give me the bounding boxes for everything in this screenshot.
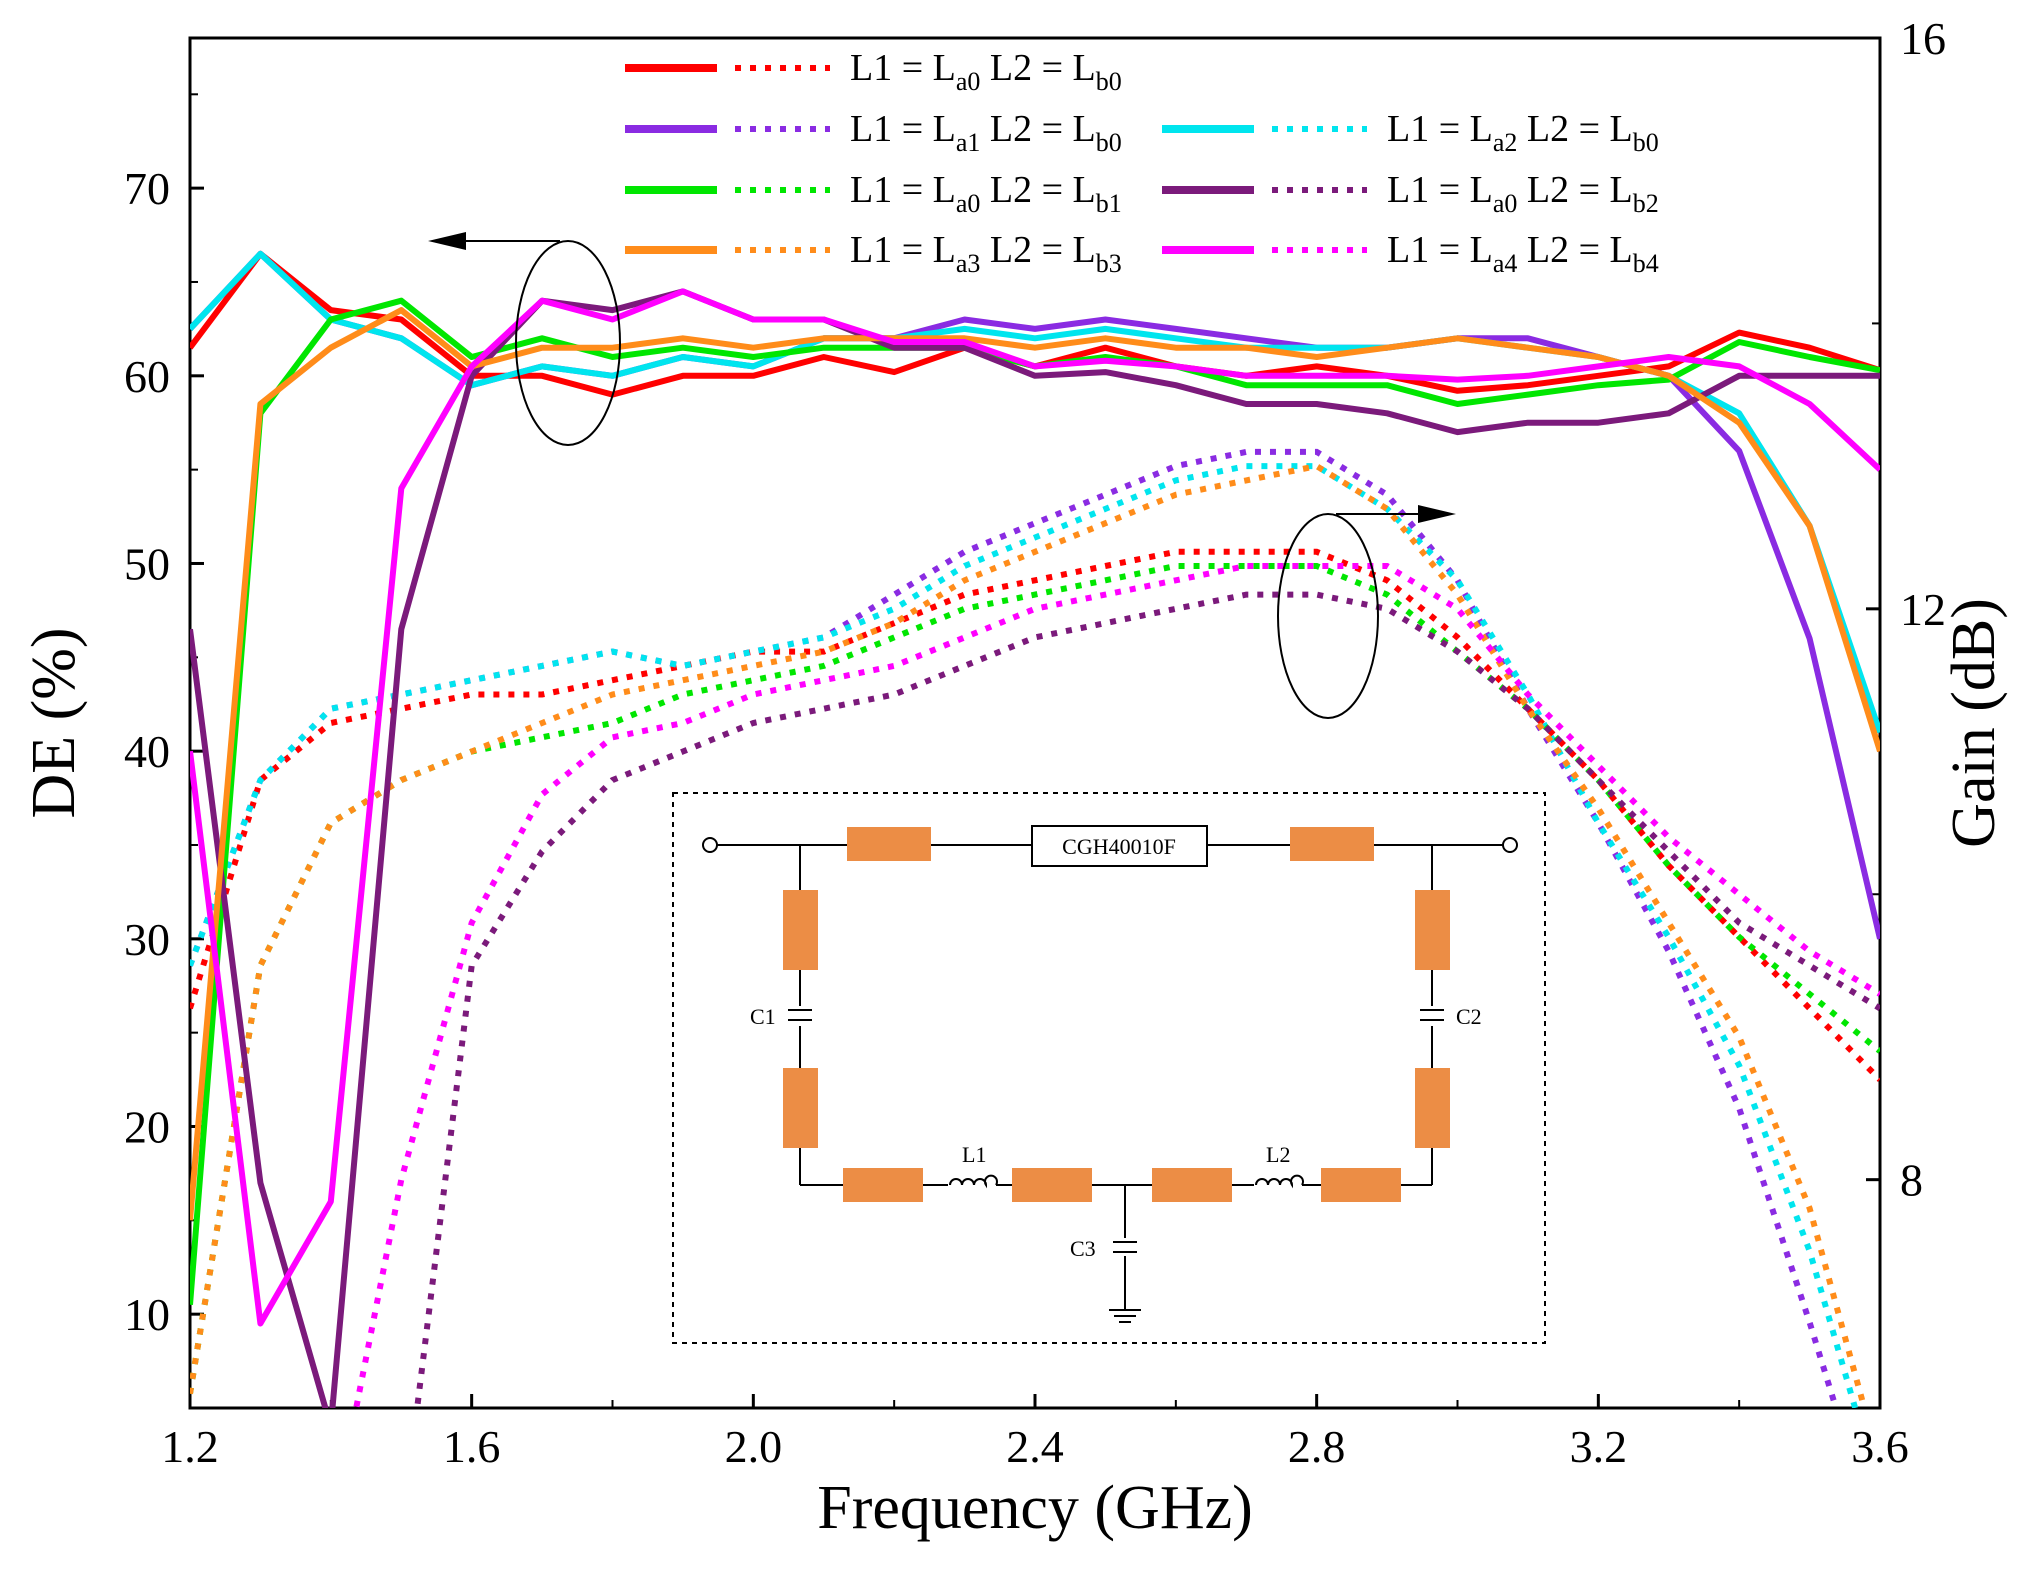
y-axis-title: DE (%): [20, 627, 88, 818]
gain-series-line: [190, 462, 1868, 1408]
transmission-line: [783, 1068, 818, 1148]
de-series-group: [190, 250, 1880, 1408]
legend-item: L1 = La0 L2 = Lb0: [625, 47, 1122, 96]
legend-item: L1 = La0 L2 = Lb2: [1162, 169, 1659, 218]
transistor-box: [1031, 825, 1208, 867]
output-port: [1502, 837, 1518, 853]
circuit-inset: CGH40010F C1 C2 L1 L2 C3: [672, 792, 1546, 1344]
de-annotation: [428, 232, 621, 446]
capacitor-c3: [1112, 1238, 1138, 1256]
gain-series-line: [190, 548, 1880, 1082]
c3-label: C3: [1070, 1236, 1096, 1261]
y-tick-label: 40: [124, 726, 170, 777]
de-series-line: [190, 288, 1880, 1408]
transmission-line: [847, 827, 931, 861]
transmission-line: [843, 1168, 923, 1202]
legend-label: L1 = La0 L2 = Lb2: [1387, 169, 1659, 218]
y2-tick-label: 16: [1900, 13, 1946, 64]
c2-label: C2: [1456, 1004, 1482, 1029]
x-tick-label: 2.8: [1288, 1421, 1346, 1472]
y2-axis-title: Gain (dB): [1940, 598, 2008, 848]
y2-tick-label: 8: [1900, 1155, 1923, 1206]
x-axis-title: Frequency (GHz): [817, 1474, 1253, 1542]
gain-arrow-head: [1418, 505, 1456, 523]
y-tick-label: 30: [124, 914, 170, 965]
gain-series-line: [190, 463, 1859, 1408]
legend-label: L1 = La2 L2 = Lb0: [1387, 108, 1659, 157]
input-port: [702, 837, 718, 853]
y-tick-label: 60: [124, 351, 170, 402]
transmission-line: [1152, 1168, 1232, 1202]
x-tick-label: 1.6: [443, 1421, 501, 1472]
legend-label: L1 = La3 L2 = Lb3: [850, 229, 1122, 278]
gain-series-line: [353, 563, 1880, 1408]
transmission-line: [1012, 1168, 1092, 1202]
y-axis-right: 8 12 16: [1866, 13, 1946, 1206]
gain-ellipse: [1277, 513, 1379, 719]
de-ellipse: [515, 240, 621, 446]
x-tick-label: 2.4: [1006, 1421, 1064, 1472]
legend-label: L1 = La0 L2 = Lb0: [850, 47, 1122, 96]
legend: L1 = La0 L2 = Lb0 L1 = La1 L2 = Lb0 L1 = L…: [625, 47, 1659, 278]
y-tick-label: 10: [124, 1289, 170, 1340]
transmission-line: [1321, 1168, 1401, 1202]
inductor-l1: [948, 1174, 996, 1194]
x-tick-label: 3.6: [1851, 1421, 1909, 1472]
c1-label: C1: [750, 1004, 776, 1029]
l1-label: L1: [962, 1142, 986, 1167]
inductor-coil: [1255, 1174, 1304, 1189]
transmission-line: [1415, 890, 1450, 970]
legend-item: L1 = La3 L2 = Lb3: [625, 229, 1122, 278]
inductor-l2: [1254, 1174, 1302, 1194]
legend-item: L1 = La4 L2 = Lb4: [1162, 229, 1659, 278]
transmission-line: [1290, 827, 1374, 861]
l2-label: L2: [1266, 1142, 1290, 1167]
legend-label: L1 = La0 L2 = Lb1: [850, 169, 1122, 218]
x-tick-label: 3.2: [1570, 1421, 1628, 1472]
y-tick-label: 70: [124, 163, 170, 214]
y2-tick-label: 12: [1900, 584, 1946, 635]
gain-annotation: [1277, 505, 1456, 719]
legend-item: L1 = La1 L2 = Lb0: [625, 108, 1122, 157]
inductor-coil: [949, 1174, 998, 1189]
transistor-label: CGH40010F: [1062, 834, 1176, 859]
legend-item: L1 = La0 L2 = Lb1: [625, 169, 1122, 218]
inset-frame: [672, 792, 1546, 1344]
gain-series-group: [190, 448, 1880, 1408]
legend-item: L1 = La2 L2 = Lb0: [1162, 108, 1659, 157]
transmission-line: [783, 890, 818, 970]
x-tick-label: 2.0: [725, 1421, 783, 1472]
de-series-line: [190, 288, 1880, 1327]
y-tick-label: 50: [124, 538, 170, 589]
y-axis-left: 10 20 30 40 50 60 70: [124, 93, 204, 1340]
y-tick-label: 20: [124, 1101, 170, 1152]
transmission-line: [1415, 1068, 1450, 1148]
legend-label: L1 = La1 L2 = Lb0: [850, 108, 1122, 157]
x-axis: 1.2 1.6 2.0 2.4 2.8 3.2 3.6: [161, 1394, 1909, 1472]
de-arrow-head: [428, 232, 466, 250]
de-series-line: [190, 250, 1880, 734]
x-tick-label: 1.2: [161, 1421, 219, 1472]
legend-label: L1 = La4 L2 = Lb4: [1387, 229, 1659, 278]
